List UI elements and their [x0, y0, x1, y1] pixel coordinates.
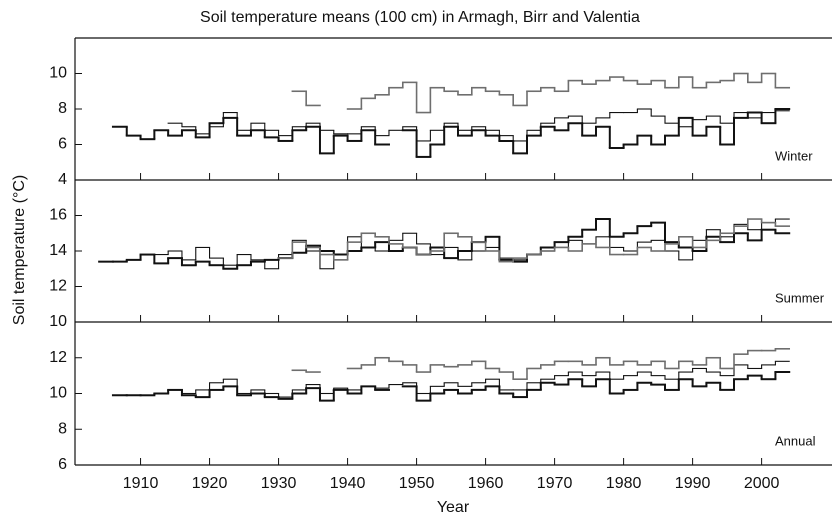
x-tick-label: 1930: [261, 475, 297, 492]
x-axis-label: Year: [437, 499, 470, 516]
panel-label: Annual: [775, 433, 816, 448]
panel-label: Winter: [775, 148, 813, 163]
panel-label: Summer: [775, 290, 825, 305]
x-tick-label: 1960: [468, 475, 504, 492]
x-tick-label: 1940: [330, 475, 366, 492]
chart-title: Soil temperature means (100 cm) in Armag…: [200, 9, 640, 26]
y-axis-label: Soil temperature (°C): [11, 175, 28, 325]
y-tick-label: 8: [58, 100, 67, 117]
y-tick-label: 6: [58, 456, 67, 473]
y-tick-label: 10: [49, 313, 67, 330]
x-tick-label: 2000: [744, 475, 780, 492]
y-tick-label: 14: [49, 242, 67, 259]
y-tick-label: 12: [49, 278, 67, 295]
y-tick-label: 6: [58, 136, 67, 153]
x-tick-label: 1950: [399, 475, 435, 492]
x-tick-label: 1990: [675, 475, 711, 492]
x-tick-label: 1970: [537, 475, 573, 492]
y-tick-label: 12: [49, 349, 67, 366]
y-tick-label: 8: [58, 420, 67, 437]
y-tick-label: 10: [49, 65, 67, 82]
y-tick-label: 16: [49, 207, 67, 224]
y-tick-label: 10: [49, 385, 67, 402]
y-tick-label: 4: [58, 171, 67, 188]
x-tick-label: 1980: [606, 475, 642, 492]
x-tick-label: 1910: [123, 475, 159, 492]
x-tick-label: 1920: [192, 475, 228, 492]
